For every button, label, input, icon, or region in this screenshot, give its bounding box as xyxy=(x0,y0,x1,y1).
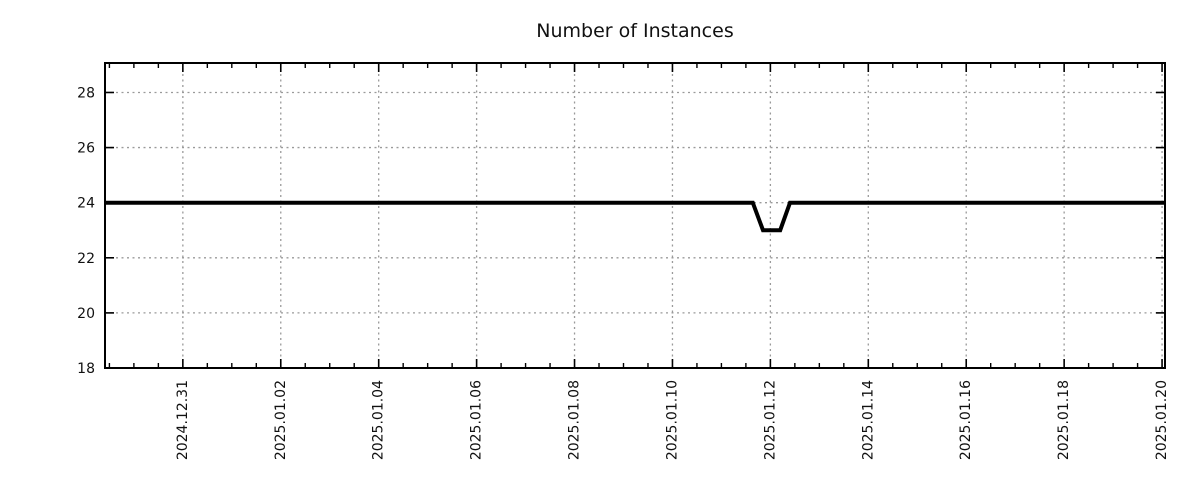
x-tick-label: 2025.01.04 xyxy=(371,380,387,460)
x-tick-label: 2025.01.20 xyxy=(1154,380,1170,460)
chart-title: Number of Instances xyxy=(536,20,733,42)
plot-border xyxy=(104,62,1166,369)
series-line-instances xyxy=(105,200,1165,233)
x-tick-label: 2025.01.06 xyxy=(469,380,485,460)
x-tick-label: 2025.01.18 xyxy=(1056,380,1072,460)
plot-area: 2024.12.31 2025.01.02 2025.01.04 2025.01.06… xyxy=(77,62,1170,460)
x-tick-label: 2025.01.16 xyxy=(958,380,974,460)
y-tick-label: 26 xyxy=(77,141,95,157)
x-tick-label: 2025.01.12 xyxy=(762,380,778,460)
x-tick-label: 2025.01.14 xyxy=(860,380,876,460)
x-tick-label: 2025.01.08 xyxy=(567,380,583,460)
y-tick-label: 28 xyxy=(77,85,95,101)
y-tick-label: 18 xyxy=(77,361,95,377)
x-tick-label: 2024.12.31 xyxy=(175,380,191,460)
y-tick-label: 22 xyxy=(77,251,95,267)
y-tick-label: 20 xyxy=(77,306,95,322)
y-tick-label: 24 xyxy=(77,196,95,212)
x-tick-label: 2025.01.10 xyxy=(664,380,680,460)
x-tick-label: 2025.01.02 xyxy=(273,380,289,460)
